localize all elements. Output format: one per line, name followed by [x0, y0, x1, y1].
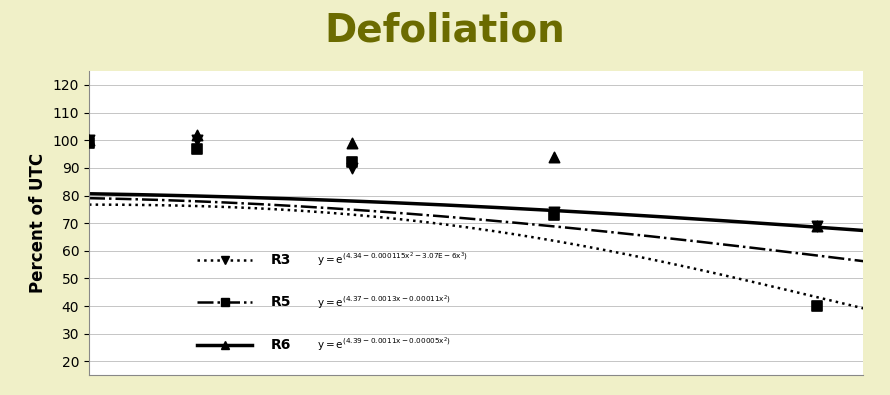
Text: $\mathregular{y=e^{(4.34-0.000115x^2-3.07E-6x^3)}}$: $\mathregular{y=e^{(4.34-0.000115x^2-3.0… [318, 251, 468, 268]
Point [190, 132, 205, 138]
Point [190, 145, 205, 152]
Point [345, 159, 360, 166]
Text: R5: R5 [271, 295, 291, 309]
Point [546, 154, 561, 160]
Text: R6: R6 [271, 338, 291, 352]
Point [810, 303, 824, 309]
Point [82, 140, 96, 146]
Point [190, 137, 205, 143]
Point [345, 165, 360, 171]
Point [546, 212, 561, 218]
Point [82, 137, 96, 143]
Text: R3: R3 [271, 253, 291, 267]
Text: Defoliation: Defoliation [325, 12, 565, 50]
Text: $\mathregular{y=e^{(4.39-0.0011x-0.00005x^2)}}$: $\mathregular{y=e^{(4.39-0.0011x-0.00005… [318, 336, 451, 354]
Point [810, 223, 824, 229]
Point [810, 223, 824, 229]
Point [345, 140, 360, 146]
Text: $\mathregular{y=e^{(4.37-0.0013x-0.00011x^2)}}$: $\mathregular{y=e^{(4.37-0.0013x-0.00011… [318, 293, 451, 311]
Y-axis label: Percent of UTC: Percent of UTC [29, 153, 47, 293]
Point [546, 209, 561, 215]
Point [82, 137, 96, 143]
